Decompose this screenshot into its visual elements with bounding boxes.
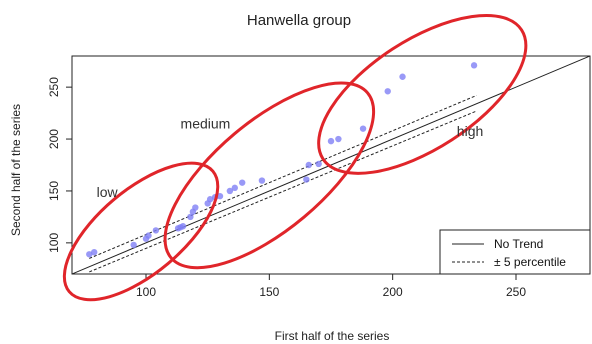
data-point	[315, 160, 322, 168]
x-tick-label: 250	[506, 285, 526, 299]
highlight-ellipse	[317, 13, 528, 175]
data-point	[384, 88, 391, 95]
highlight-ellipse	[163, 81, 376, 270]
plot-frame	[71, 55, 591, 275]
legend-label: No Trend	[494, 237, 543, 251]
y-tick-label: 150	[47, 181, 61, 201]
data-point	[231, 184, 238, 192]
group-annotation-high: high	[457, 123, 483, 139]
data-point	[335, 135, 342, 143]
data-point	[258, 177, 266, 184]
x-axis-label: First half of the series	[275, 329, 390, 343]
data-point	[327, 137, 335, 145]
data-point	[192, 204, 199, 211]
percentile-band-line	[89, 110, 477, 273]
data-point	[239, 179, 246, 186]
data-point	[399, 73, 406, 80]
y-tick-label: 250	[47, 77, 61, 97]
data-point	[152, 227, 160, 234]
chart-title: Hanwella group	[247, 12, 351, 29]
data-point	[359, 125, 367, 132]
x-tick-label: 100	[136, 285, 156, 299]
group-annotation-medium: medium	[181, 116, 231, 132]
data-point	[91, 249, 98, 256]
highlight-ellipse	[62, 161, 220, 302]
y-tick-label: 100	[47, 233, 61, 253]
data-point	[145, 232, 152, 239]
data-point	[130, 241, 137, 249]
legend-label: ± 5 percentile	[494, 255, 566, 269]
y-tick-label: 200	[47, 129, 61, 149]
data-point	[206, 196, 214, 203]
x-tick-label: 150	[259, 285, 279, 299]
plot-area: 100 150 200 250 100 150 200 250 low medium high No …	[47, 13, 591, 302]
data-point	[470, 62, 478, 69]
y-axis-label: Second half of the series	[9, 104, 23, 236]
data-point	[226, 187, 234, 195]
group-annotation-low: low	[97, 184, 119, 200]
data-point	[179, 223, 187, 230]
data-point	[86, 251, 93, 258]
legend-box	[439, 229, 591, 275]
x-tick-label: 200	[383, 285, 403, 299]
data-point	[305, 161, 312, 169]
data-point	[303, 176, 310, 183]
data-point	[187, 213, 194, 221]
